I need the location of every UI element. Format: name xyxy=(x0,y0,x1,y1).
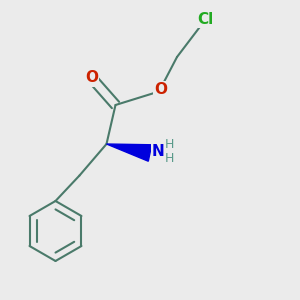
Text: N: N xyxy=(152,144,165,159)
Text: H: H xyxy=(165,152,174,166)
Text: H: H xyxy=(165,137,174,151)
Text: O: O xyxy=(85,70,98,86)
Text: Cl: Cl xyxy=(197,12,214,27)
Polygon shape xyxy=(106,144,152,161)
Text: O: O xyxy=(154,82,167,98)
